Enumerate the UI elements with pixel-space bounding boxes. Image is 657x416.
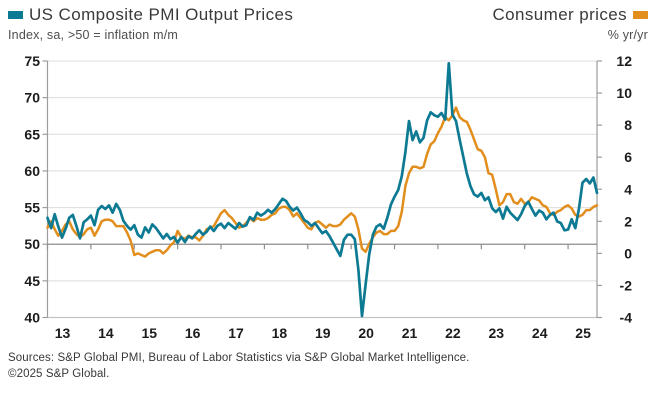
- y-axis-left-label: 70: [24, 90, 40, 106]
- x-axis-year-label: 17: [228, 325, 244, 341]
- y-axis-left-label: 50: [24, 236, 40, 252]
- sources-text: Sources: S&P Global PMI, Bureau of Labor…: [8, 352, 470, 364]
- x-axis-year-label: 25: [575, 325, 591, 341]
- cpi-legend-group: Consumer prices: [492, 5, 648, 25]
- y-axis-left-label: 75: [24, 53, 40, 69]
- y-axis-right-label: -4: [620, 310, 633, 326]
- x-axis-year-label: 22: [445, 325, 461, 341]
- y-axis-left-label: 40: [24, 310, 40, 326]
- x-axis-year-label: 21: [402, 325, 418, 341]
- x-axis-year-label: 24: [532, 325, 548, 341]
- x-axis-year-label: 15: [141, 325, 157, 341]
- x-axis-year-label: 18: [272, 325, 288, 341]
- x-axis-year-label: 20: [358, 325, 374, 341]
- y-axis-right-label: 12: [616, 53, 632, 69]
- y-axis-right-label: 6: [624, 149, 632, 165]
- chart-legend-row: US Composite PMI Output Prices Consumer …: [8, 5, 648, 25]
- y-axis-left-label: 55: [24, 200, 40, 216]
- cpi-line: [46, 106, 599, 258]
- right-axis-subtitle: % yr/yr: [607, 28, 648, 42]
- chart-subtitle-row: Index, sa, >50 = inflation m/m % yr/yr: [8, 28, 648, 42]
- x-axis-year-label: 14: [98, 325, 114, 341]
- x-axis-year-label: 16: [185, 325, 201, 341]
- cpi-legend-marker: [633, 11, 648, 19]
- chart-footer: Sources: S&P Global PMI, Bureau of Labor…: [8, 351, 649, 382]
- pmi-line: [46, 61, 599, 318]
- x-axis-year-label: 19: [315, 325, 331, 341]
- y-axis-left-label: 45: [24, 273, 40, 289]
- pmi-legend-marker: [8, 11, 23, 19]
- y-axis-left-label: 65: [24, 126, 40, 142]
- y-axis-right-label: 8: [624, 117, 632, 133]
- y-axis-right-label: 2: [624, 213, 632, 229]
- x-axis-year-label: 23: [489, 325, 505, 341]
- cpi-legend-label: Consumer prices: [492, 5, 627, 24]
- y-axis-right-label: 10: [616, 85, 632, 101]
- y-axis-right-label: 4: [624, 181, 632, 197]
- y-axis-right-label: -2: [620, 277, 633, 293]
- copyright-text: ©2025 S&P Global.: [8, 367, 110, 380]
- pmi-legend-group: US Composite PMI Output Prices: [8, 5, 293, 25]
- y-axis-right-label: 0: [624, 245, 632, 261]
- chart-title: US Composite PMI Output Prices: [29, 5, 294, 24]
- left-axis-subtitle: Index, sa, >50 = inflation m/m: [8, 28, 178, 42]
- y-axis-left-label: 60: [24, 163, 40, 179]
- x-axis-year-label: 13: [55, 325, 71, 341]
